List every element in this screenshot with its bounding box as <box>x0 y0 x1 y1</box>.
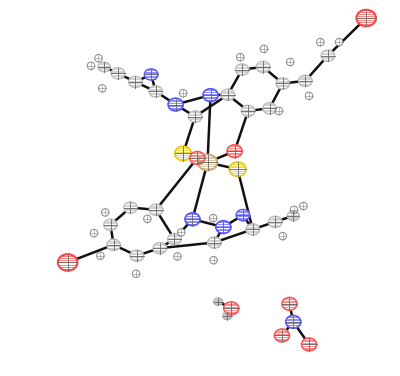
Ellipse shape <box>279 232 286 240</box>
Ellipse shape <box>144 69 158 80</box>
Ellipse shape <box>316 38 324 46</box>
Ellipse shape <box>153 243 166 254</box>
Ellipse shape <box>321 50 335 61</box>
Ellipse shape <box>185 213 200 226</box>
Ellipse shape <box>356 10 376 26</box>
Ellipse shape <box>286 58 294 66</box>
Ellipse shape <box>214 298 222 305</box>
Ellipse shape <box>179 89 187 97</box>
Ellipse shape <box>298 75 312 86</box>
Ellipse shape <box>302 338 316 351</box>
Ellipse shape <box>144 215 151 223</box>
Ellipse shape <box>216 221 231 233</box>
Ellipse shape <box>124 202 137 213</box>
Ellipse shape <box>221 89 234 100</box>
Ellipse shape <box>227 145 242 158</box>
Ellipse shape <box>282 297 297 310</box>
Ellipse shape <box>149 86 162 97</box>
Ellipse shape <box>128 76 142 88</box>
Ellipse shape <box>263 103 276 114</box>
Ellipse shape <box>97 252 104 259</box>
Ellipse shape <box>210 256 217 264</box>
Ellipse shape <box>95 55 102 62</box>
Ellipse shape <box>190 152 205 164</box>
Ellipse shape <box>224 302 239 315</box>
Ellipse shape <box>178 229 185 236</box>
Ellipse shape <box>287 211 299 221</box>
Ellipse shape <box>98 62 110 72</box>
Ellipse shape <box>87 62 95 70</box>
Ellipse shape <box>98 85 106 92</box>
Ellipse shape <box>90 229 98 237</box>
Ellipse shape <box>260 45 268 53</box>
Ellipse shape <box>208 237 221 248</box>
Ellipse shape <box>236 209 250 221</box>
Ellipse shape <box>274 329 290 342</box>
Ellipse shape <box>268 216 282 227</box>
Ellipse shape <box>286 315 301 328</box>
Ellipse shape <box>104 219 117 230</box>
Ellipse shape <box>276 78 290 89</box>
Ellipse shape <box>130 250 144 261</box>
Ellipse shape <box>241 105 255 117</box>
Ellipse shape <box>236 53 244 61</box>
Ellipse shape <box>203 89 218 102</box>
Ellipse shape <box>168 233 181 245</box>
Ellipse shape <box>222 312 232 320</box>
Ellipse shape <box>305 92 313 100</box>
Ellipse shape <box>168 98 183 111</box>
Ellipse shape <box>210 214 217 222</box>
Ellipse shape <box>149 204 163 215</box>
Ellipse shape <box>235 64 249 75</box>
Ellipse shape <box>132 270 140 277</box>
Ellipse shape <box>290 206 298 214</box>
Ellipse shape <box>102 209 109 216</box>
Ellipse shape <box>256 61 270 73</box>
Ellipse shape <box>107 239 120 250</box>
Ellipse shape <box>175 146 191 161</box>
Ellipse shape <box>58 254 78 271</box>
Ellipse shape <box>174 253 181 260</box>
Ellipse shape <box>198 155 217 170</box>
Ellipse shape <box>188 111 202 122</box>
Ellipse shape <box>300 202 307 210</box>
Ellipse shape <box>229 162 246 176</box>
Ellipse shape <box>111 68 125 79</box>
Ellipse shape <box>335 38 343 46</box>
Ellipse shape <box>275 107 283 115</box>
Ellipse shape <box>246 224 260 235</box>
